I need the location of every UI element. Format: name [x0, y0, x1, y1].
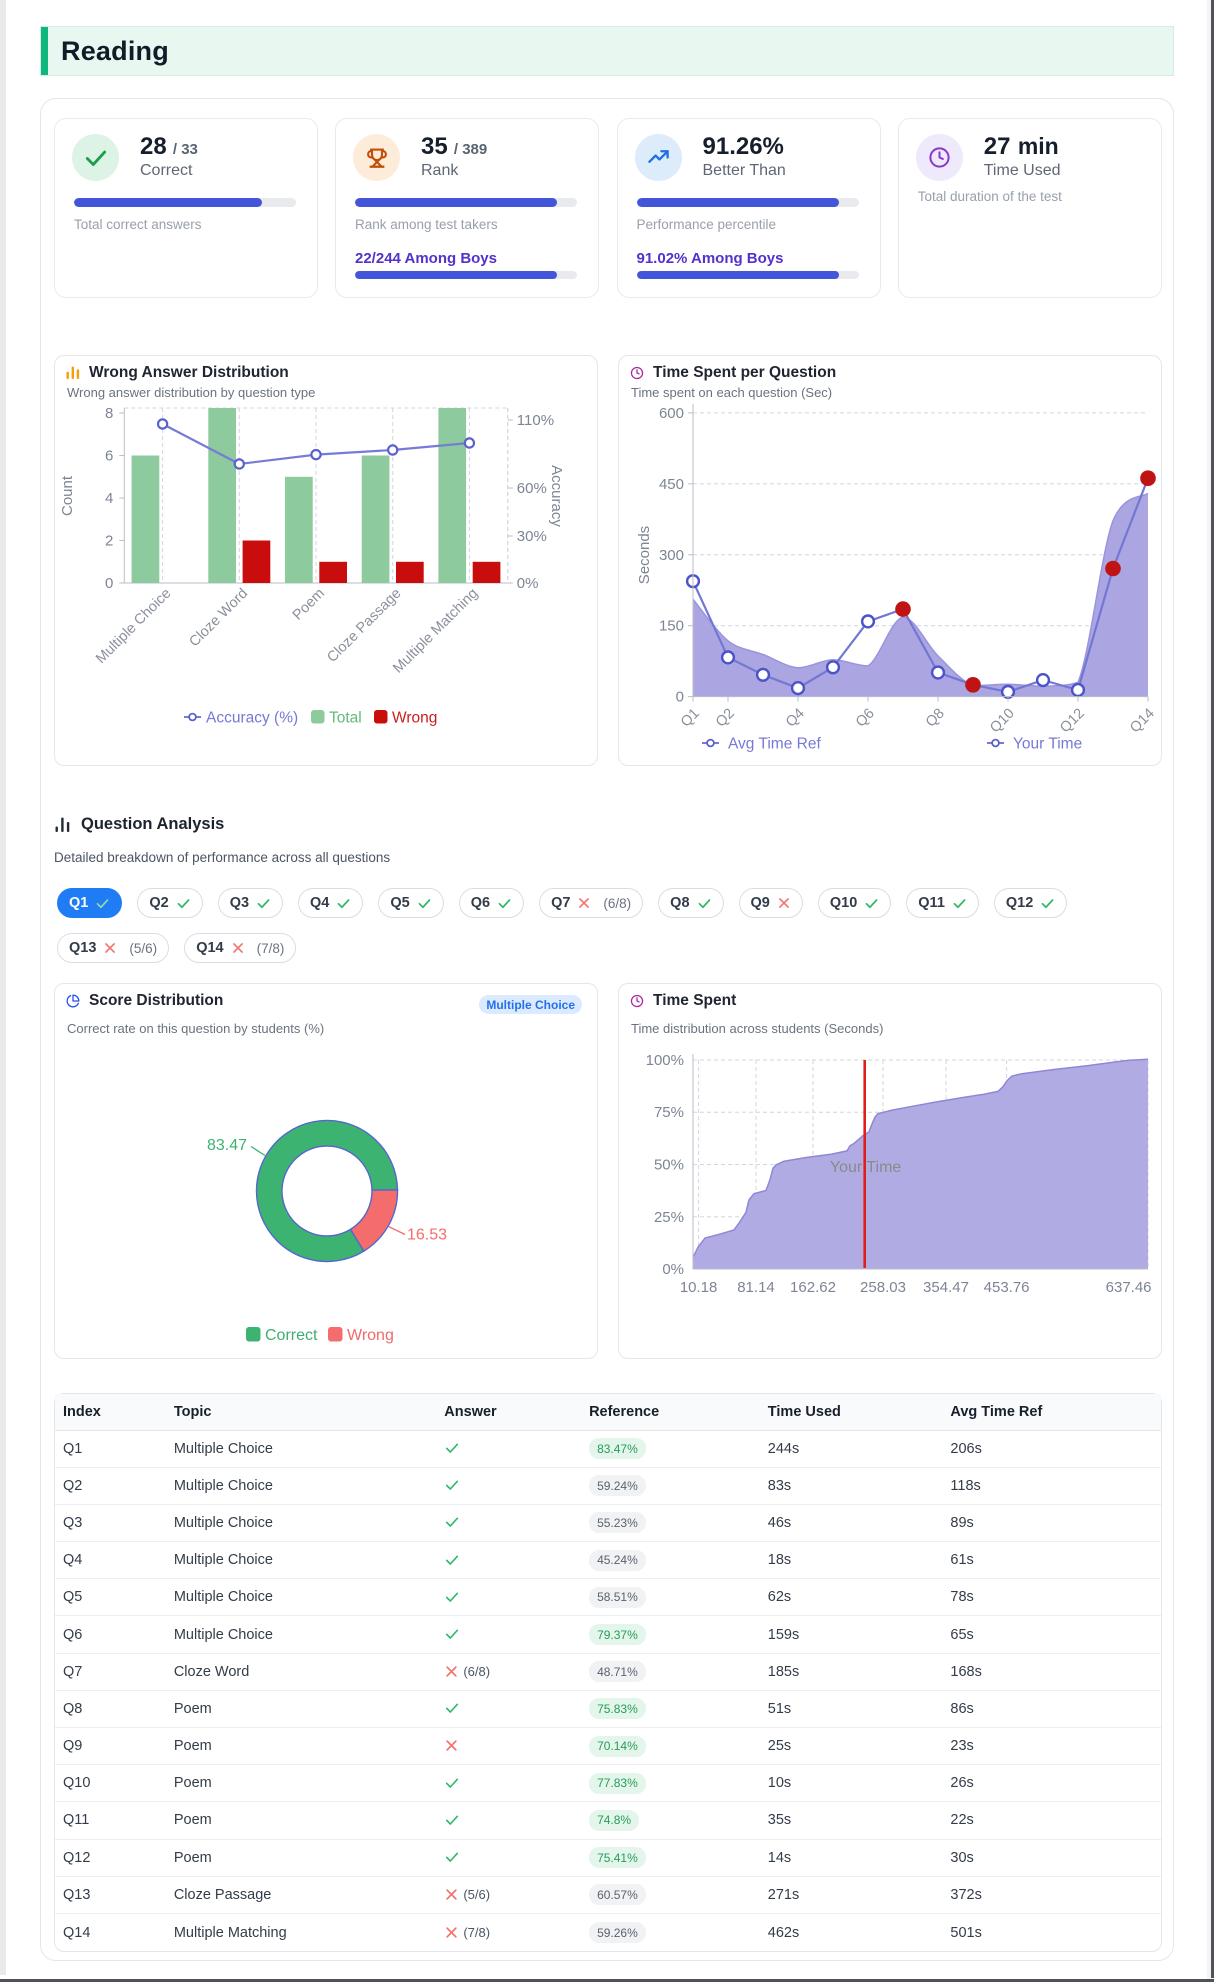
svg-text:Wrong: Wrong: [347, 1327, 394, 1344]
svg-text:2: 2: [105, 533, 113, 550]
svg-text:30%: 30%: [517, 528, 547, 545]
svg-text:100%: 100%: [646, 1052, 684, 1069]
svg-text:75%: 75%: [654, 1104, 684, 1121]
svg-text:Cloze Passage: Cloze Passage: [324, 586, 404, 666]
svg-text:Accuracy: Accuracy: [548, 465, 565, 527]
svg-text:Q1: Q1: [678, 706, 703, 731]
svg-text:Cloze Word: Cloze Word: [186, 586, 251, 651]
svg-text:6: 6: [105, 448, 113, 465]
svg-text:83.47: 83.47: [207, 1137, 247, 1154]
svg-text:25%: 25%: [654, 1209, 684, 1226]
svg-text:354.47: 354.47: [923, 1279, 969, 1296]
svg-text:0%: 0%: [662, 1261, 684, 1278]
svg-text:0%: 0%: [517, 575, 539, 592]
svg-text:16.53: 16.53: [407, 1227, 447, 1244]
svg-text:110%: 110%: [517, 412, 554, 429]
svg-text:Correct: Correct: [265, 1327, 318, 1344]
svg-text:600: 600: [659, 405, 684, 422]
svg-text:0: 0: [105, 575, 113, 592]
svg-text:Q2: Q2: [713, 706, 738, 731]
svg-text:Q10: Q10: [987, 706, 1018, 737]
svg-text:450: 450: [659, 476, 684, 493]
svg-text:50%: 50%: [654, 1157, 684, 1174]
svg-text:Accuracy (%): Accuracy (%): [206, 710, 298, 727]
svg-text:162.62: 162.62: [790, 1279, 836, 1296]
svg-text:Total: Total: [329, 710, 362, 727]
svg-text:Your Time: Your Time: [1013, 736, 1082, 753]
svg-text:Q12: Q12: [1057, 706, 1088, 737]
svg-text:Your Time: Your Time: [830, 1159, 902, 1176]
svg-text:Multiple Choice: Multiple Choice: [93, 586, 174, 667]
svg-text:Multiple Matching: Multiple Matching: [390, 586, 481, 677]
svg-text:453.76: 453.76: [984, 1279, 1030, 1296]
svg-text:Poem: Poem: [290, 586, 328, 624]
svg-text:60%: 60%: [517, 480, 547, 497]
svg-text:4: 4: [105, 490, 113, 507]
svg-text:258.03: 258.03: [860, 1279, 906, 1296]
svg-text:637.46: 637.46: [1106, 1279, 1152, 1296]
svg-text:8: 8: [105, 405, 113, 422]
svg-text:Q6: Q6: [853, 706, 878, 731]
svg-text:81.14: 81.14: [737, 1279, 775, 1296]
svg-text:Wrong: Wrong: [392, 710, 437, 727]
svg-text:Seconds: Seconds: [636, 526, 653, 584]
svg-text:Q14: Q14: [1127, 706, 1158, 737]
svg-text:10.18: 10.18: [680, 1279, 718, 1296]
svg-text:150: 150: [659, 618, 684, 635]
svg-text:Avg Time Ref: Avg Time Ref: [728, 736, 821, 753]
svg-text:300: 300: [659, 547, 684, 564]
svg-text:0: 0: [676, 689, 684, 706]
svg-text:Q8: Q8: [923, 706, 948, 731]
svg-text:Count: Count: [59, 475, 76, 516]
svg-text:Q4: Q4: [783, 706, 808, 731]
